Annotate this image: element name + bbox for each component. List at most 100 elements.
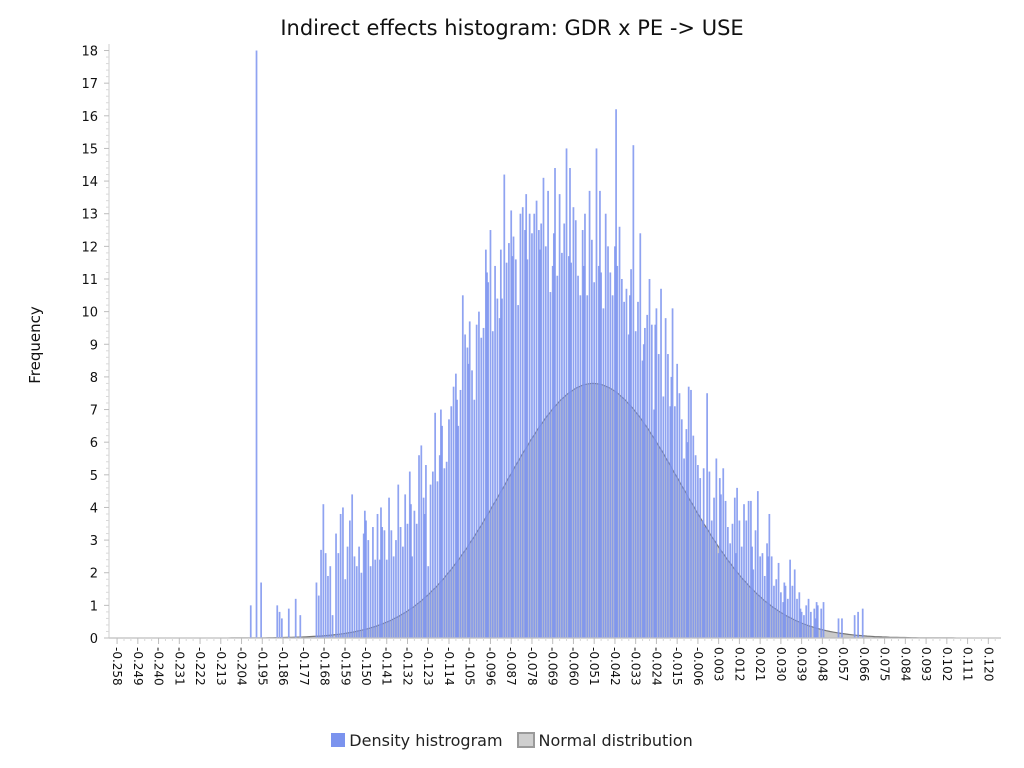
histogram-bar [644,327,646,638]
histogram-bar [745,520,748,638]
histogram-bar [784,585,787,638]
histogram-bar [780,592,782,638]
histogram-bar [547,190,549,638]
histogram-bar [630,269,632,638]
histogram-bar [740,546,743,638]
histogram-bar [471,370,473,638]
histogram-bar [579,295,582,638]
histogram-bar [773,585,775,638]
histogram-bar [355,566,358,638]
histogram-bar [390,530,393,638]
legend-item-histogram[interactable]: Density histrogram [331,731,503,750]
histogram-bar [499,249,502,638]
y-tick-label: 12 [81,240,98,255]
x-tick-label: -0.159 [338,647,352,686]
histogram-bar [448,419,450,638]
histogram-bar [637,301,639,638]
histogram-bar [511,256,514,638]
histogram-bar [320,549,322,638]
histogram-bar [717,553,720,638]
histogram-bar [655,308,658,638]
histogram-bar [380,507,382,638]
histogram-bar [552,233,555,639]
y-tick-label: 14 [81,175,98,190]
histogram-bar [365,520,367,638]
histogram-bar [710,520,713,638]
histogram-bar [584,213,586,638]
histogram-bar [335,533,337,638]
x-tick-label: 0.093 [919,647,933,681]
histogram-bar [616,265,619,638]
histogram-bar [701,520,704,638]
histogram-bar [415,523,418,638]
histogram-bar [551,265,554,638]
histogram-bar [445,461,448,638]
histogram-bar [456,399,458,638]
histogram-bar [501,298,503,638]
histogram-bar [607,246,609,638]
histogram-bar [473,399,476,638]
y-tick-label: 10 [81,306,98,321]
histogram-bar [425,465,427,638]
histogram-bar [604,213,607,638]
histogram-bar [496,298,499,638]
histogram-bar [508,243,510,638]
histogram-bar [287,608,290,638]
histogram-bar [791,585,794,638]
x-tick-label: 0.057 [836,647,850,681]
histogram-bar [408,471,411,638]
histogram-bar [539,249,541,638]
histogram-bar [595,148,598,638]
x-tick-label: -0.231 [172,647,186,686]
legend: Density histrogram Normal distribution [0,728,1024,752]
x-tick-label: -0.141 [380,647,394,686]
histogram-bar [662,396,665,638]
histogram-bar [423,513,426,638]
x-tick-label: 0.012 [732,647,746,681]
histogram-bar [480,337,483,638]
histogram-bar [294,598,297,638]
histogram-bar [782,602,785,638]
histogram-bar [422,497,425,638]
histogram-bar [526,259,529,638]
histogram-bar [793,569,796,638]
histogram-bar [857,611,859,638]
x-tick-label: -0.033 [629,647,643,686]
histogram-bar [754,530,757,638]
x-tick-label: -0.096 [484,647,498,686]
y-tick-label: 4 [90,501,98,516]
histogram-bar [582,265,585,638]
histogram-bar [602,308,605,638]
histogram-bar [322,504,325,638]
histogram-bar [475,324,478,638]
histogram-bar [641,360,644,638]
histogram-bar [680,419,683,638]
histogram-bar [639,233,642,639]
histogram-bar [861,608,864,638]
histogram-bar [724,500,727,638]
histogram-bar [627,334,630,638]
histogram-bar [735,553,737,638]
histogram-bar [654,324,657,638]
histogram-bar [722,468,725,638]
histogram-bar [718,478,721,638]
histogram-bar [406,523,409,638]
histogram-bar [815,602,818,638]
legend-item-normal[interactable]: Normal distribution [516,731,693,750]
histogram-bar [708,471,711,638]
histogram-bar [342,507,344,638]
histogram-bar [260,582,262,638]
x-tick-label: 0.021 [753,647,767,681]
histogram-bar [381,527,383,638]
x-tick-label: -0.222 [193,647,207,686]
histogram-bar [443,468,446,638]
histogram-bar [642,344,645,638]
histogram-bar [570,262,572,638]
histogram-bar [768,513,771,638]
x-tick-label: -0.015 [670,647,684,686]
histogram-bar [750,500,752,638]
histogram-bar [528,213,531,638]
histogram-bar [669,406,672,638]
x-tick-label: -0.132 [401,647,415,686]
